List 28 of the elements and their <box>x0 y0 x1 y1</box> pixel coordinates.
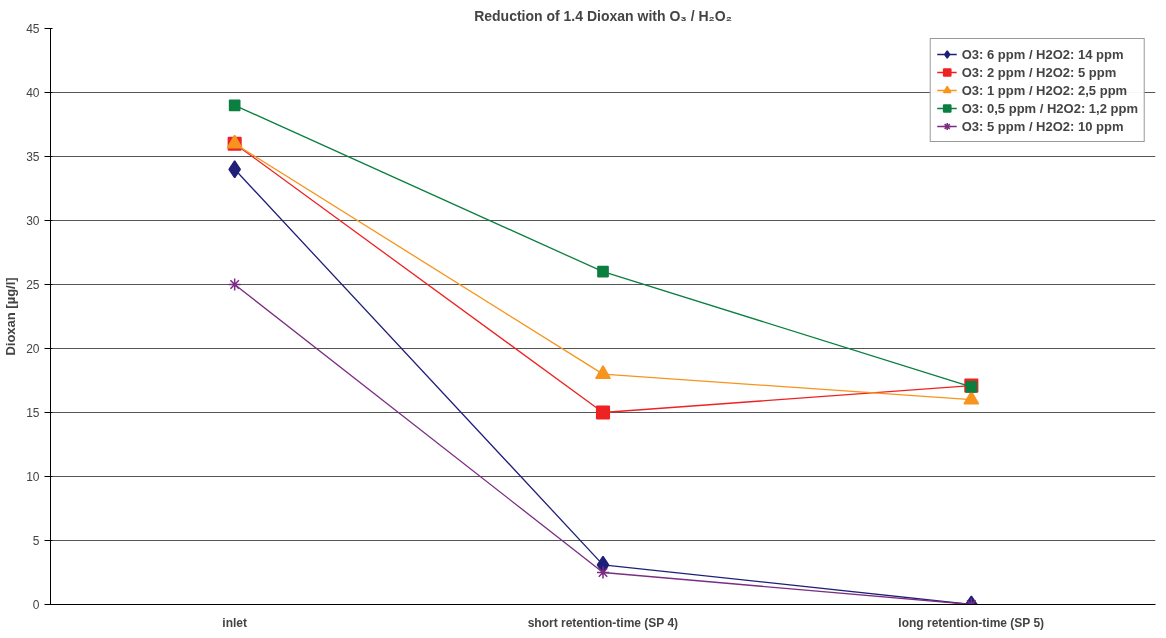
x-tick-label: inlet <box>222 615 247 630</box>
y-tick-label: 20 <box>26 342 40 356</box>
point <box>596 565 610 580</box>
y-tick-label: 15 <box>26 406 40 420</box>
y-tick-label: 35 <box>26 150 40 164</box>
point <box>595 365 611 380</box>
point <box>228 99 241 112</box>
chart-title: Reduction of 1.4 Dioxan with O₃ / H₂O₂ <box>474 7 732 24</box>
point <box>228 160 242 179</box>
point <box>597 265 609 278</box>
y-axis-title: Dioxan [µg/l] <box>3 277 19 356</box>
point <box>963 390 980 405</box>
legend-label: O3: 2 ppm / H2O2: 5 ppm <box>961 63 1117 81</box>
y-tick-label: 0 <box>32 598 40 612</box>
x-tick-label: short retention-time (SP 4) <box>527 615 679 630</box>
y-tick-label: 10 <box>26 470 40 484</box>
y-tick-label: 40 <box>26 86 40 100</box>
y-tick-label: 25 <box>26 278 40 292</box>
legend-label: O3: 1 ppm / H2O2: 2,5 ppm <box>961 81 1128 99</box>
legend-label: O3: 5 ppm / H2O2: 10 ppm <box>961 117 1124 135</box>
y-tick-label: 45 <box>26 22 40 36</box>
legend-label: O3: 0,5 ppm / H2O2: 1,2 ppm <box>961 99 1138 117</box>
legend-label: O3: 6 ppm / H2O2: 14 ppm <box>961 45 1124 63</box>
point <box>595 405 611 420</box>
point <box>227 277 242 292</box>
y-tick-label: 30 <box>26 214 40 228</box>
y-tick-label: 5 <box>32 534 40 548</box>
x-tick-label: long retention-time (SP 5) <box>898 615 1045 630</box>
